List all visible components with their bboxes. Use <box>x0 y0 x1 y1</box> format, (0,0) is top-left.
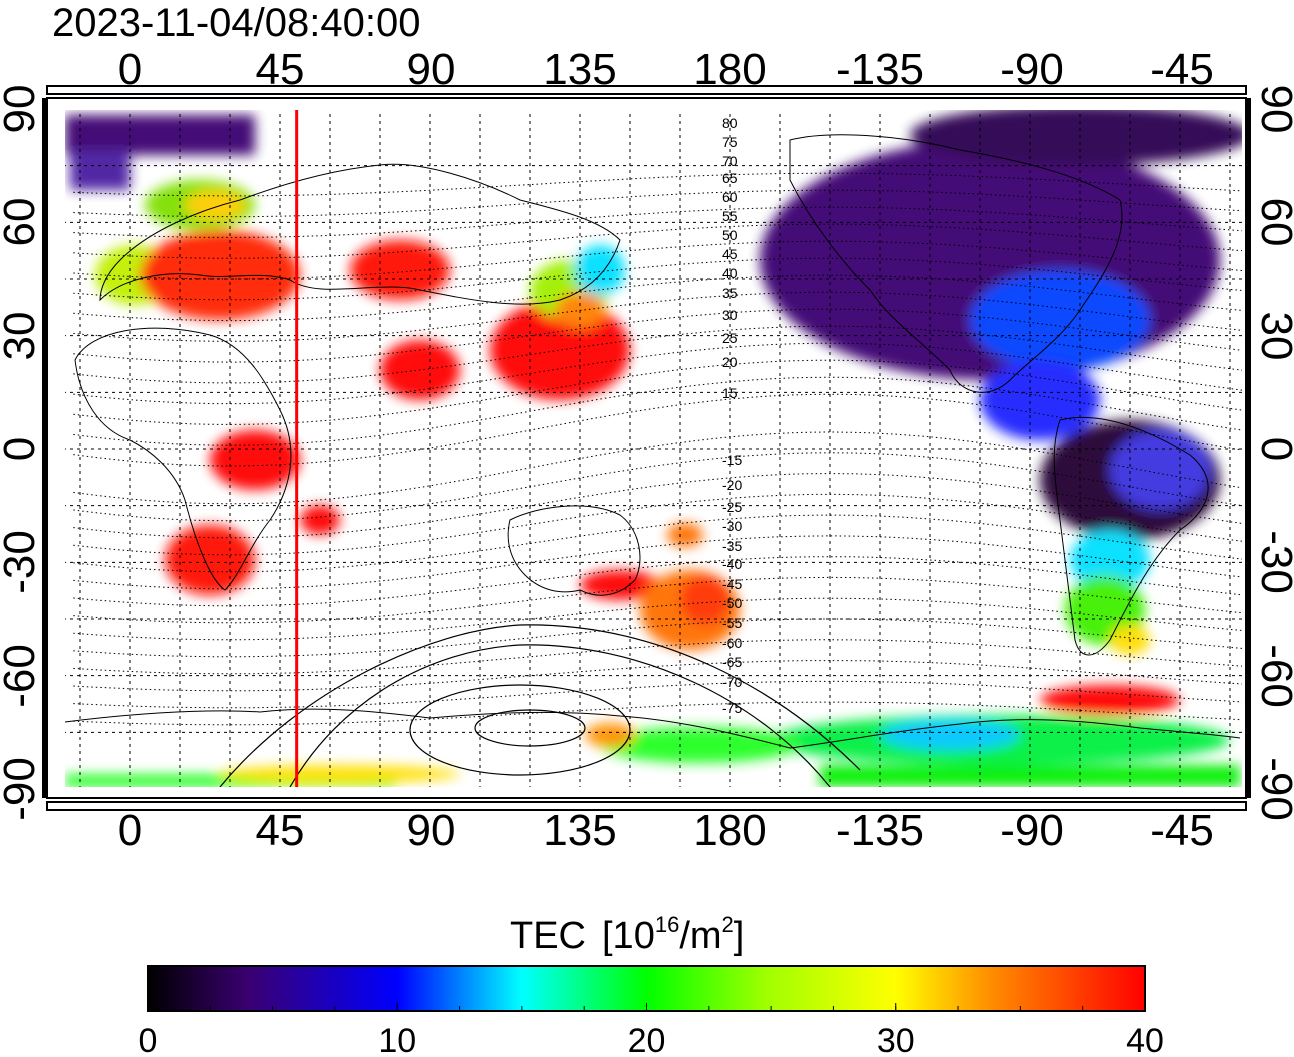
colorbar-tick-label: 10 <box>378 1022 416 1057</box>
x-tick-bottom: 180 <box>693 806 766 855</box>
x-tick-top: 90 <box>407 45 456 94</box>
x-tick-bottom: 90 <box>407 806 456 855</box>
x-tick-top: -45 <box>1150 45 1214 94</box>
x-tick-top: -90 <box>1000 45 1064 94</box>
x-tick-bottom: 45 <box>256 806 305 855</box>
contour-label: 30 <box>722 307 738 323</box>
x-tick-top: 135 <box>543 45 616 94</box>
contour-label: -70 <box>722 674 742 690</box>
contour-label: 25 <box>722 330 738 346</box>
contour-label: -75 <box>722 700 742 716</box>
y-axis-left: 90 60 30 0 -30 -60 -90 <box>0 85 44 821</box>
contour-label: -40 <box>722 556 742 572</box>
x-tick-bottom: -45 <box>1150 806 1214 855</box>
contour-label: 70 <box>722 153 738 169</box>
contour-label: 15 <box>722 385 738 401</box>
contour-label: -35 <box>722 538 742 554</box>
y-tick-left: 0 <box>0 437 44 461</box>
contour-label: -55 <box>722 615 742 631</box>
x-tick-top: -135 <box>836 45 924 94</box>
x-tick-top: 45 <box>256 45 305 94</box>
contour-label: 50 <box>722 227 738 243</box>
x-tick-bottom: 0 <box>118 806 142 855</box>
contour-label: -30 <box>722 518 742 534</box>
x-tick-bottom: 135 <box>543 806 616 855</box>
graticule <box>65 110 1242 787</box>
y-tick-right: 60 <box>1252 198 1294 247</box>
contour-bands <box>73 172 1242 726</box>
magnetic-contours <box>219 624 861 787</box>
x-axis-top: 0 45 90 135 180 -135 -90 -45 <box>118 45 1214 94</box>
contour-label: -45 <box>722 576 742 592</box>
x-tick-top: 180 <box>693 45 766 94</box>
colorbar: TEC [1016/m2] 0 10 20 30 40 <box>139 912 1164 1057</box>
x-tick-top: 0 <box>118 45 142 94</box>
contour-label: 80 <box>722 115 738 131</box>
contour-label: 55 <box>722 208 738 224</box>
y-tick-left: -90 <box>0 757 44 821</box>
x-tick-bottom: -135 <box>836 806 924 855</box>
y-tick-right: 0 <box>1252 437 1294 461</box>
tec-data-layer <box>65 110 1242 787</box>
y-tick-left: 30 <box>0 312 44 361</box>
contour-label: 65 <box>722 170 738 186</box>
contour-label: 60 <box>722 189 738 205</box>
contour-label: -65 <box>722 654 742 670</box>
contour-label: -60 <box>722 635 742 651</box>
contour-label: 75 <box>722 134 738 150</box>
coastlines <box>65 134 1241 749</box>
y-tick-right: -30 <box>1252 530 1294 594</box>
y-tick-left: -30 <box>0 530 44 594</box>
y-tick-left: 90 <box>0 85 44 134</box>
contour-label: -25 <box>722 499 742 515</box>
colorbar-ticks: 0 10 20 30 40 <box>139 1003 1164 1057</box>
contour-label: -15 <box>722 452 742 468</box>
contour-label: 40 <box>722 265 738 281</box>
y-axis-right: 90 60 30 0 -30 -60 -90 <box>1252 85 1294 821</box>
contour-label: 45 <box>722 246 738 262</box>
contour-label: 35 <box>722 285 738 301</box>
contour-label: -50 <box>722 595 742 611</box>
colorbar-tick-label: 20 <box>628 1022 666 1057</box>
contour-label: -20 <box>722 477 742 493</box>
x-tick-bottom: -90 <box>1000 806 1064 855</box>
contour-label: 20 <box>722 354 738 370</box>
colorbar-tick-label: 40 <box>1126 1022 1164 1057</box>
y-tick-right: 90 <box>1252 85 1294 134</box>
y-tick-left: -60 <box>0 644 44 708</box>
colorbar-tick-label: 30 <box>877 1022 915 1057</box>
x-axis-bottom: 0 45 90 135 180 -135 -90 -45 <box>118 806 1214 855</box>
y-tick-left: 60 <box>0 198 44 247</box>
colorbar-tick-label: 0 <box>139 1022 158 1057</box>
colorbar-label: TEC [1016/m2] <box>510 912 744 957</box>
y-tick-right: -90 <box>1252 757 1294 821</box>
y-tick-right: 30 <box>1252 312 1294 361</box>
y-tick-right: -60 <box>1252 644 1294 708</box>
timestamp-title: 2023-11-04/08:40:00 <box>52 1 420 45</box>
